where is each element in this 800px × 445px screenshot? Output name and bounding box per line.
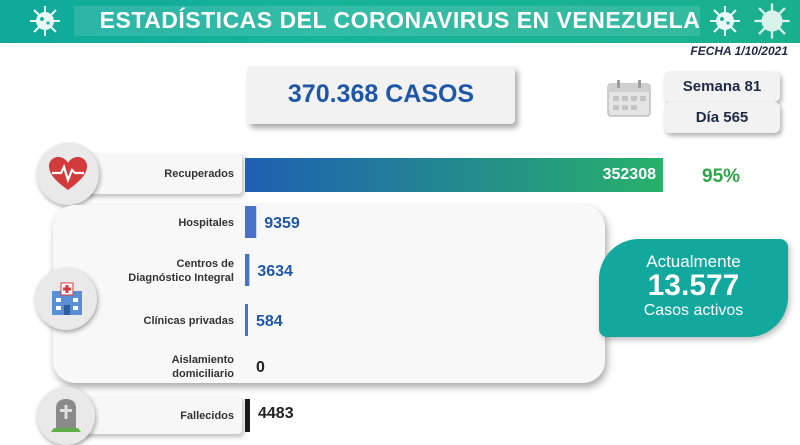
- total-cases-label: 370.368 CASOS: [287, 80, 475, 108]
- breakdown-value-label: 0: [256, 359, 265, 376]
- breakdown-bar: [245, 254, 250, 286]
- category-label: Aislamiento: [172, 354, 235, 366]
- heart-pulse-icon: [49, 157, 87, 190]
- recovered-percent: 95%: [702, 166, 741, 187]
- hospital-icon: [52, 282, 82, 315]
- week-badge: Semana 81: [664, 71, 780, 102]
- virus-icon: [710, 6, 740, 36]
- category-label: Clínicas privadas: [144, 315, 235, 327]
- deaths-value: 4483: [258, 405, 294, 422]
- recovered-icon-circle: [37, 143, 99, 205]
- report-date: FECHA 1/10/2021: [690, 44, 788, 58]
- virus-icon: [754, 3, 790, 39]
- recovered-label: Recuperados: [164, 168, 234, 180]
- hospital-icon-circle: [35, 268, 97, 330]
- breakdown-bar: [245, 304, 248, 336]
- page-title: ESTADÍSTICAS DEL CORONAVIRUS EN VENEZUEL…: [99, 7, 701, 33]
- header-title-band: [74, 6, 700, 36]
- active-cases-caption: Actualmente: [646, 252, 741, 271]
- recovered-value: 352308: [602, 166, 656, 183]
- breakdown-value-label: 584: [256, 313, 283, 330]
- deaths-label: Fallecidos: [180, 410, 234, 422]
- deaths-bar: [245, 399, 250, 432]
- recovered-bar: [245, 158, 663, 192]
- deaths-icon-circle: [37, 387, 95, 445]
- day-badge: Día 565: [664, 102, 780, 133]
- breakdown-value-label: 9359: [264, 215, 300, 232]
- virus-icon: [30, 6, 60, 36]
- active-cases-subtitle: Casos activos: [643, 302, 744, 319]
- tombstone-icon: [51, 399, 81, 432]
- total-cases-box: 370.368 CASOS: [247, 66, 515, 124]
- active-cases-value: 13.577: [647, 269, 740, 302]
- category-label: Hospitales: [178, 217, 234, 229]
- active-breakdown-panel: [53, 205, 605, 383]
- category-label: domiciliario: [172, 368, 234, 380]
- header-banner: ESTADÍSTICAS DEL CORONAVIRUS EN VENEZUEL…: [0, 0, 800, 43]
- calendar-icon: [607, 80, 651, 117]
- category-label: Diagnóstico Integral: [128, 272, 234, 284]
- breakdown-bar: [245, 206, 257, 238]
- category-label: Centros de: [177, 258, 234, 270]
- breakdown-value-label: 3634: [257, 263, 293, 280]
- active-cases-box: Actualmente 13.577 Casos activos: [599, 239, 788, 337]
